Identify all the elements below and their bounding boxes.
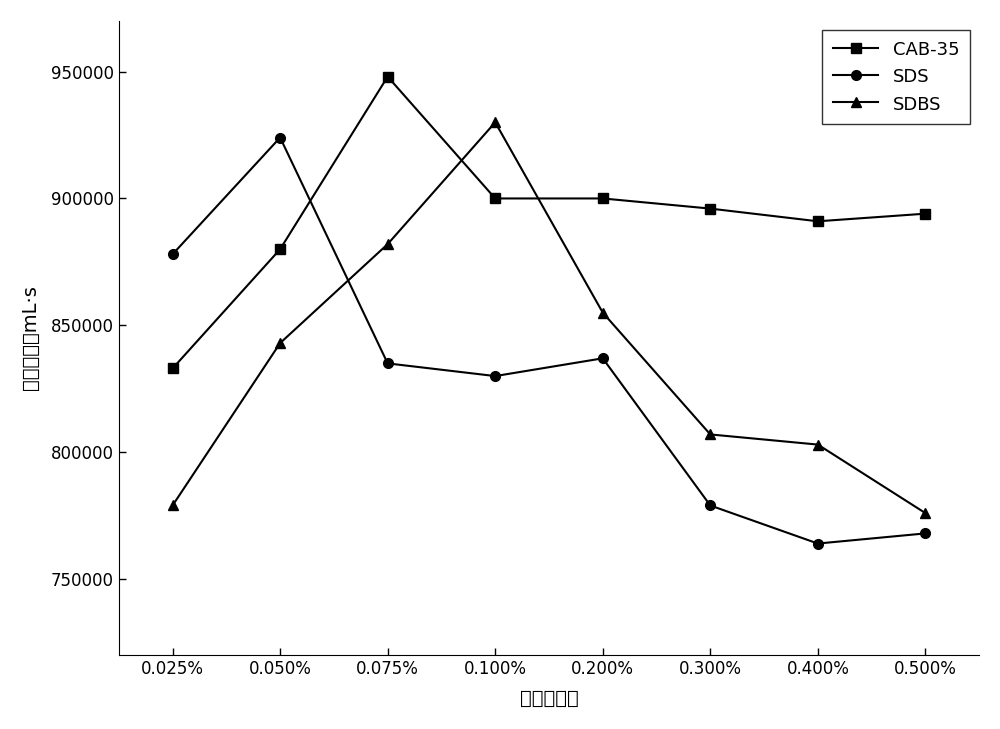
Legend: CAB-35, SDS, SDBS: CAB-35, SDS, SDBS <box>822 30 970 125</box>
SDS <box>704 501 716 510</box>
SDBS <box>812 440 824 449</box>
CAB-35 <box>597 194 609 203</box>
CAB-35 <box>704 204 716 213</box>
SDS <box>382 359 394 367</box>
CAB-35 <box>382 72 394 81</box>
SDBS <box>919 509 931 518</box>
Line: SDBS: SDBS <box>168 117 930 518</box>
SDS <box>597 354 609 363</box>
Line: CAB-35: CAB-35 <box>168 71 930 373</box>
X-axis label: 起泡剂浓度: 起泡剂浓度 <box>520 689 578 708</box>
SDBS <box>382 240 394 249</box>
SDS <box>274 133 286 142</box>
CAB-35 <box>489 194 501 203</box>
SDBS <box>489 118 501 127</box>
CAB-35 <box>274 245 286 254</box>
SDBS <box>274 339 286 348</box>
CAB-35 <box>167 364 179 373</box>
SDBS <box>597 308 609 317</box>
Line: SDS: SDS <box>168 133 930 548</box>
CAB-35 <box>919 209 931 218</box>
SDS <box>812 539 824 548</box>
CAB-35 <box>812 217 824 226</box>
SDS <box>919 529 931 538</box>
SDS <box>167 250 179 259</box>
SDBS <box>167 501 179 510</box>
Y-axis label: 泡沫综合値mL·s: 泡沫综合値mL·s <box>21 286 40 391</box>
SDBS <box>704 430 716 439</box>
SDS <box>489 372 501 381</box>
